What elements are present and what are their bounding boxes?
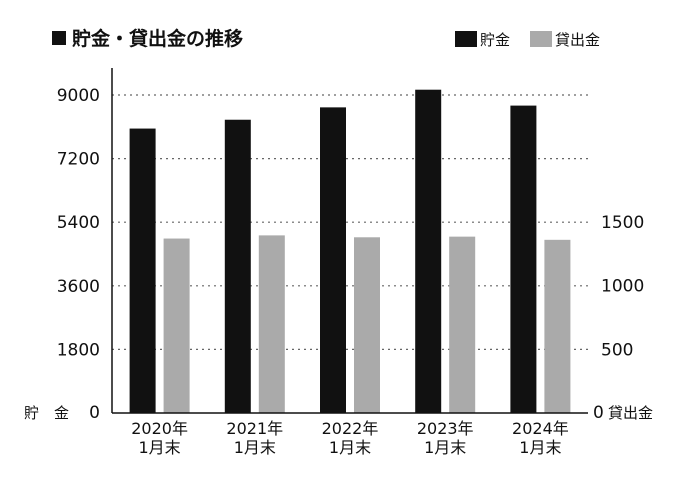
chart-title: 貯金・貸出金の推移 xyxy=(72,27,243,50)
category-label-month: 1月末 xyxy=(234,438,276,457)
bar-savings xyxy=(129,128,156,414)
category-label-year: 2021年 xyxy=(226,419,283,438)
left-axis-label: 貯 金 xyxy=(24,404,69,422)
legend-swatch xyxy=(455,31,477,47)
bar-loans xyxy=(163,238,190,413)
right-tick-label: 1500 xyxy=(601,213,644,233)
category-label-month: 1月末 xyxy=(424,438,466,457)
bar-savings xyxy=(510,105,537,413)
bar-loans xyxy=(449,236,476,413)
right-tick-label: 0 xyxy=(593,403,604,423)
bar-loans xyxy=(354,237,380,413)
title-marker xyxy=(52,31,66,45)
axes xyxy=(111,68,588,414)
category-label-year: 2024年 xyxy=(512,419,569,438)
right-tick-label: 500 xyxy=(601,340,633,360)
left-tick-label: 1800 xyxy=(57,340,100,360)
gridlines xyxy=(112,94,588,350)
category-label-month: 1月末 xyxy=(329,438,371,457)
left-tick-label: 3600 xyxy=(57,277,100,297)
category-label-month: 1月末 xyxy=(519,438,561,457)
bar-loans xyxy=(544,239,571,413)
left-axis-ticks: 1800 3600 5400 7200 9000 0 xyxy=(57,86,100,423)
category-label-month: 1月末 xyxy=(139,438,181,457)
left-tick-label: 5400 xyxy=(57,213,100,233)
bar-savings xyxy=(415,89,442,413)
chart-title-group: 貯金・貸出金の推移 xyxy=(52,27,243,50)
legend-label: 貯金 xyxy=(480,31,510,49)
right-axis-label: 貸出金 xyxy=(608,404,653,422)
bar-savings xyxy=(320,107,346,413)
category-label-year: 2023年 xyxy=(417,419,474,438)
legend-label: 貸出金 xyxy=(555,31,600,49)
category-label-year: 2020年 xyxy=(131,419,188,438)
left-tick-label: 9000 xyxy=(57,86,100,106)
left-tick-label: 7200 xyxy=(57,150,100,170)
legend: 貯金 貸出金 xyxy=(455,31,600,49)
category-label-year: 2022年 xyxy=(322,419,379,438)
bar-loans xyxy=(258,235,285,413)
right-axis-ticks: 0 500 1000 1500 xyxy=(593,213,644,423)
legend-swatch xyxy=(530,31,552,47)
left-tick-label: 0 xyxy=(89,403,100,423)
bar-savings xyxy=(224,119,251,413)
right-tick-label: 1000 xyxy=(601,277,644,297)
bars xyxy=(129,89,571,414)
